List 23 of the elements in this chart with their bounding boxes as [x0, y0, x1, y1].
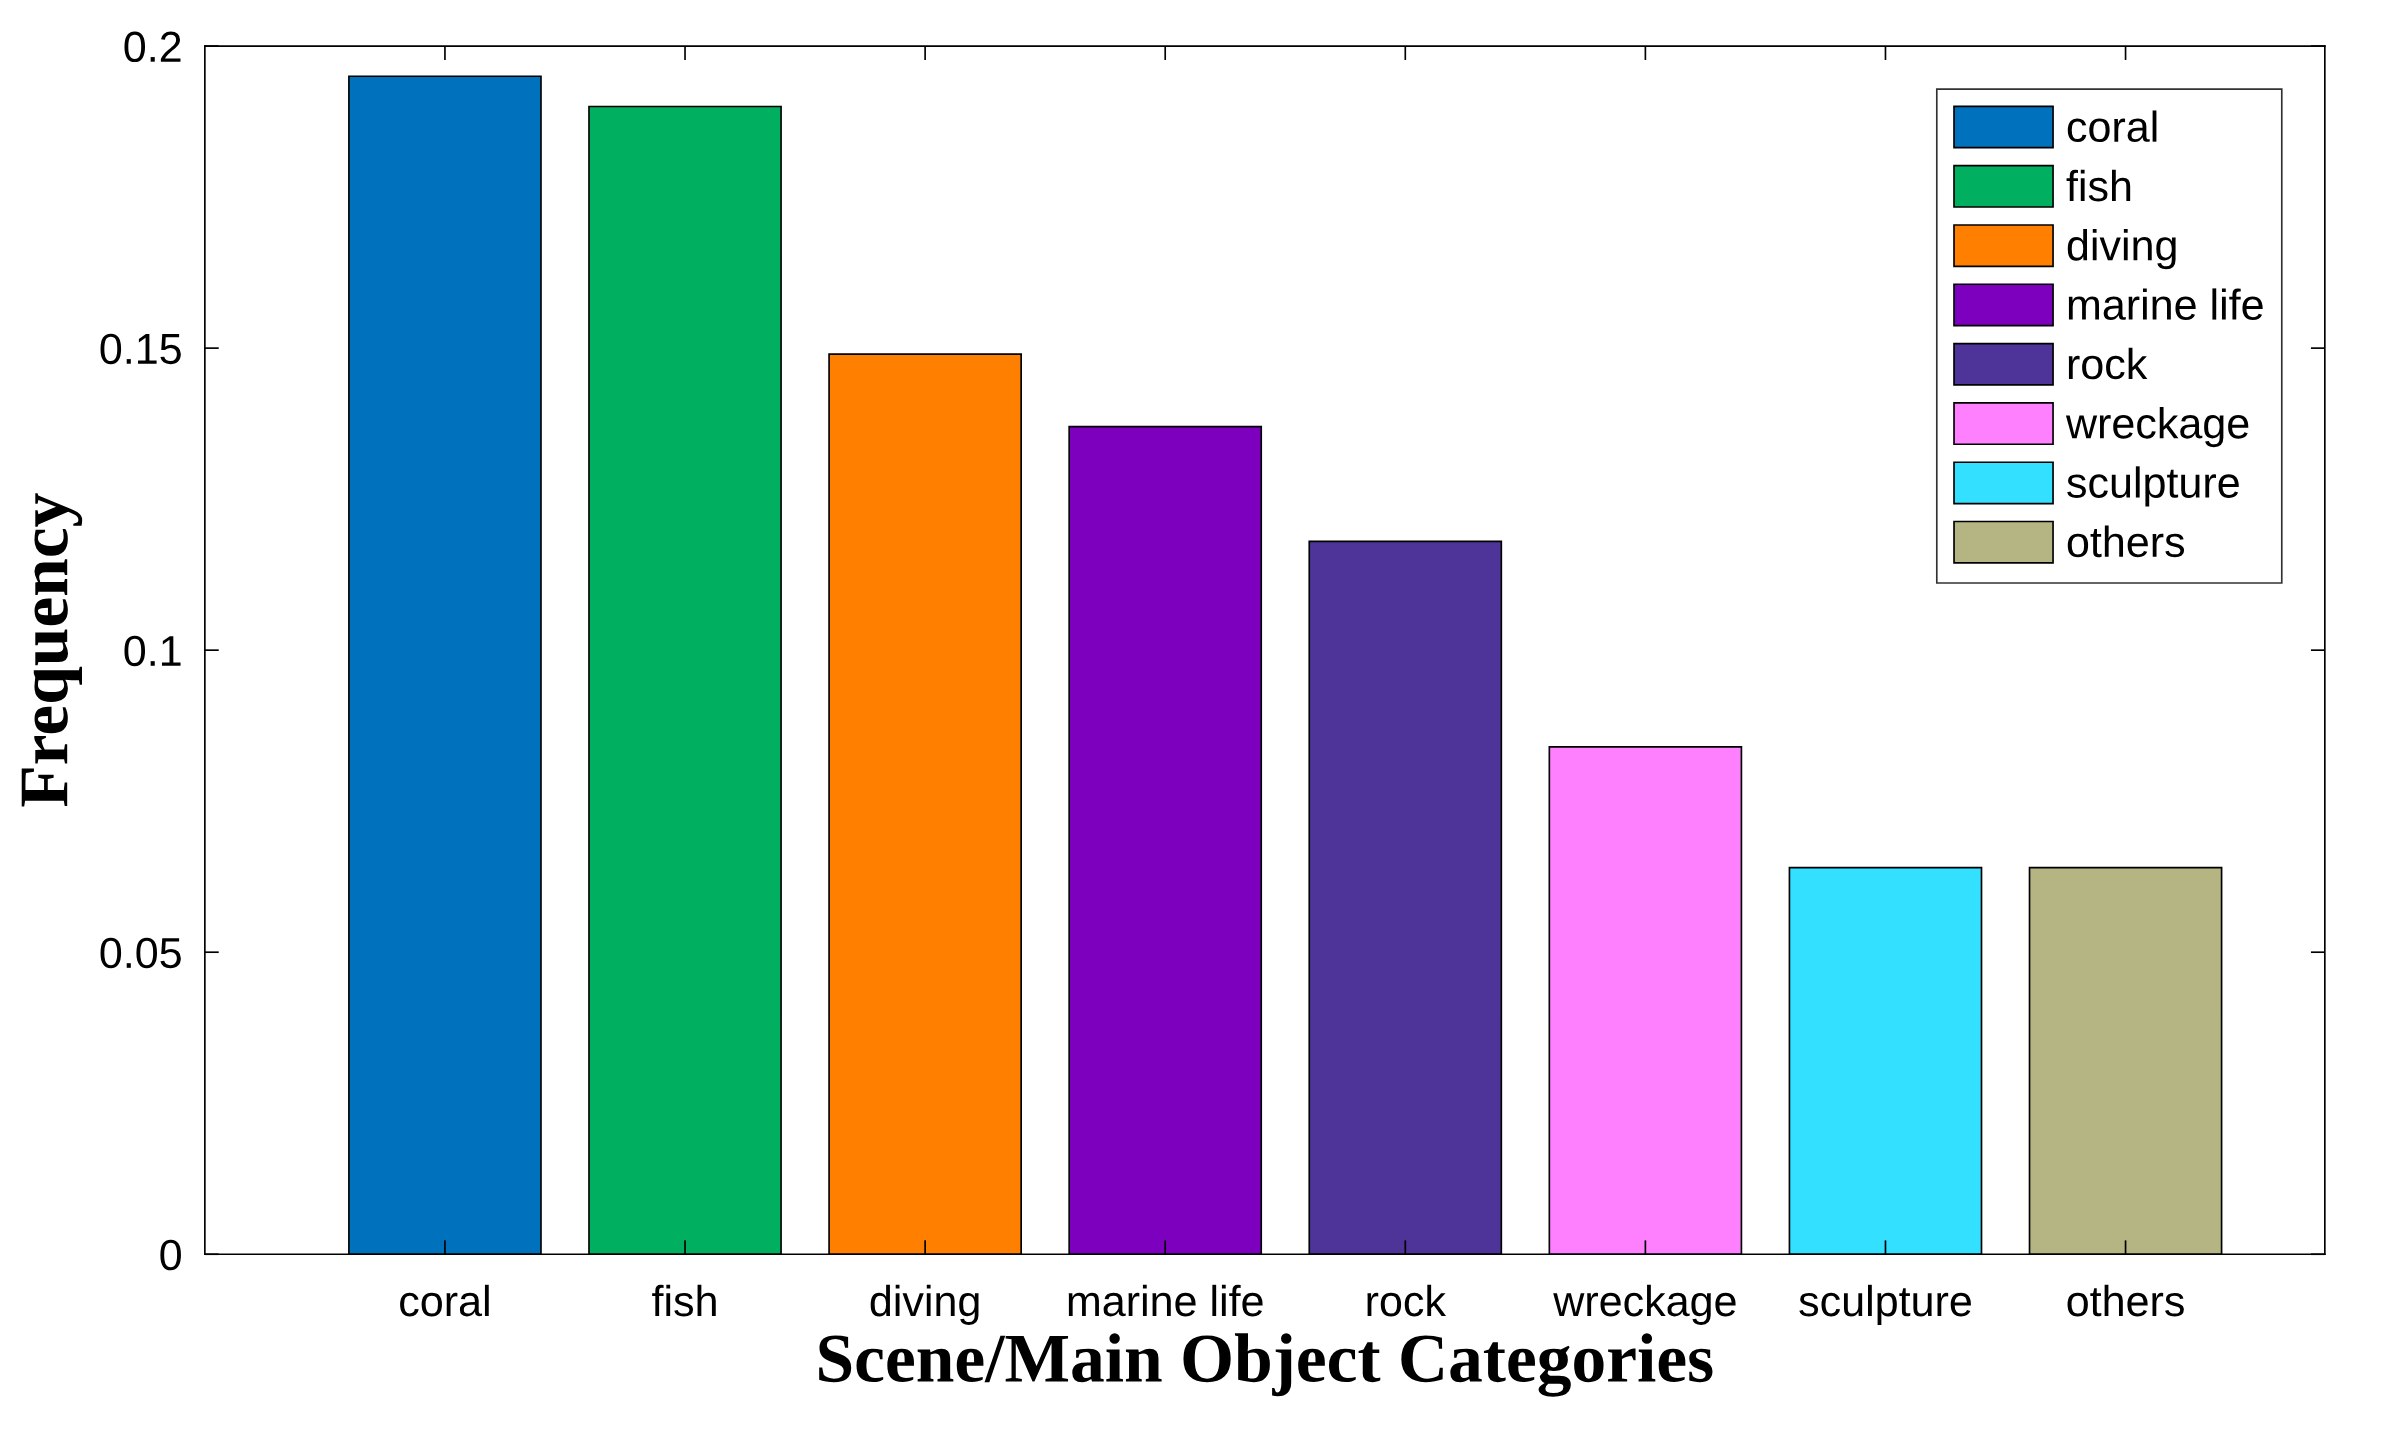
x-axis-title: Scene/Main Object Categories — [819, 1333, 1713, 1397]
y-tick-label: 0.2 — [124, 31, 181, 63]
y-tick-label: 0.1 — [124, 635, 181, 667]
x-tick-label: others — [2067, 1284, 2184, 1317]
y-tick-label: 0.15 — [100, 333, 181, 365]
legend-label: wreckage — [2065, 407, 2249, 448]
y-axis-title: Frequency — [21, 493, 83, 807]
legend-label: others — [2067, 525, 2185, 558]
legend-label: coral — [2067, 110, 2157, 143]
legend-label: sculpture — [2067, 466, 2239, 507]
y-tick-label: 0 — [160, 1239, 181, 1271]
x-tick-label: marine life — [1068, 1284, 1263, 1317]
legend-label: fish — [2066, 169, 2131, 202]
legend-label: rock — [2068, 347, 2148, 380]
x-tick-label: fish — [652, 1284, 716, 1317]
x-tick-label: diving — [870, 1284, 979, 1325]
y-tick-label: 0.05 — [100, 937, 181, 969]
legend-label: diving — [2067, 229, 2176, 270]
x-tick-label: rock — [1367, 1284, 1447, 1317]
x-tick-label: sculpture — [1799, 1284, 1971, 1325]
x-tick-label: wreckage — [1553, 1284, 1736, 1325]
legend-label: marine life — [2068, 288, 2263, 321]
x-tick-label: coral — [400, 1284, 489, 1317]
